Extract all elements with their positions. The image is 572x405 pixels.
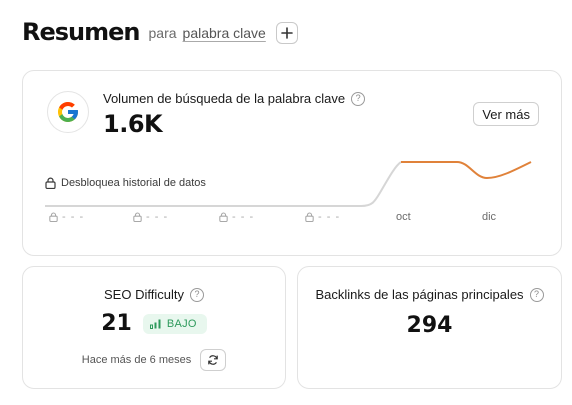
google-logo-icon — [58, 102, 78, 122]
difficulty-badge-text: BAJO — [166, 317, 197, 330]
chart-x-label-oct: oct — [396, 211, 411, 223]
signal-bars-icon — [149, 319, 161, 329]
lock-icon — [49, 212, 58, 222]
chart-x-label-locked: - - - — [49, 211, 84, 223]
refresh-icon — [208, 355, 219, 365]
unlock-history-text: Desbloquea historial de datos — [61, 177, 206, 189]
difficulty-badge: BAJO — [142, 313, 207, 334]
seo-difficulty-footer: Hace más de 6 meses — [23, 349, 285, 371]
backlinks-value: 294 — [406, 313, 453, 338]
backlinks-title: Backlinks de las páginas principales ? — [298, 287, 561, 302]
lock-icon — [133, 212, 142, 222]
page-header: Resumen para palabra clave — [22, 16, 298, 48]
question-icon[interactable]: ? — [351, 91, 366, 106]
ver-mas-button[interactable]: Ver más — [473, 102, 539, 126]
backlinks-title-text: Backlinks de las páginas principales — [315, 287, 524, 302]
plus-icon — [281, 27, 293, 39]
chart-x-label-locked: - - - — [133, 211, 168, 223]
seo-difficulty-value: 21 — [101, 311, 132, 336]
last-updated-text: Hace más de 6 meses — [81, 354, 192, 366]
chart-x-label-dic: dic — [482, 211, 497, 223]
chart-x-label-locked: - - - — [305, 211, 340, 223]
header-para-label: para — [148, 25, 177, 41]
refresh-button[interactable] — [200, 349, 227, 371]
search-volume-title-text: Volumen de búsqueda de la palabra clave — [103, 91, 346, 106]
search-volume-value: 1.6K — [103, 110, 163, 138]
chart-series-line — [401, 161, 532, 180]
question-icon[interactable]: ? — [529, 287, 544, 302]
chart-x-label-locked-text: - - - — [318, 211, 341, 223]
chart-x-label-locked: - - - — [219, 211, 254, 223]
seo-difficulty-title-text: SEO Difficulty — [104, 287, 184, 302]
chart-x-label-locked-text: - - - — [62, 211, 85, 223]
seo-difficulty-row: 21 BAJO — [23, 311, 285, 336]
lock-icon — [45, 177, 56, 189]
google-logo-circle — [47, 91, 89, 133]
backlinks-card: Backlinks de las páginas principales ? 2… — [297, 266, 562, 389]
search-volume-card: Volumen de búsqueda de la palabra clave … — [22, 70, 562, 256]
chart-locked-line — [45, 161, 402, 207]
chart-x-label-locked-text: - - - — [232, 211, 255, 223]
seo-difficulty-title: SEO Difficulty ? — [23, 287, 285, 302]
page-title: Resumen — [22, 18, 140, 46]
lock-icon — [305, 212, 314, 222]
question-icon[interactable]: ? — [189, 287, 204, 302]
seo-difficulty-card: SEO Difficulty ? 21 BAJO Hace más de 6 m… — [22, 266, 286, 389]
keyword-link[interactable]: palabra clave — [182, 25, 266, 41]
add-keyword-button[interactable] — [275, 22, 298, 44]
search-volume-chart — [45, 161, 532, 207]
search-volume-title: Volumen de búsqueda de la palabra clave … — [103, 91, 366, 106]
chart-x-label-locked-text: - - - — [146, 211, 169, 223]
lock-icon — [219, 212, 228, 222]
unlock-history-link[interactable]: Desbloquea historial de datos — [45, 177, 206, 189]
